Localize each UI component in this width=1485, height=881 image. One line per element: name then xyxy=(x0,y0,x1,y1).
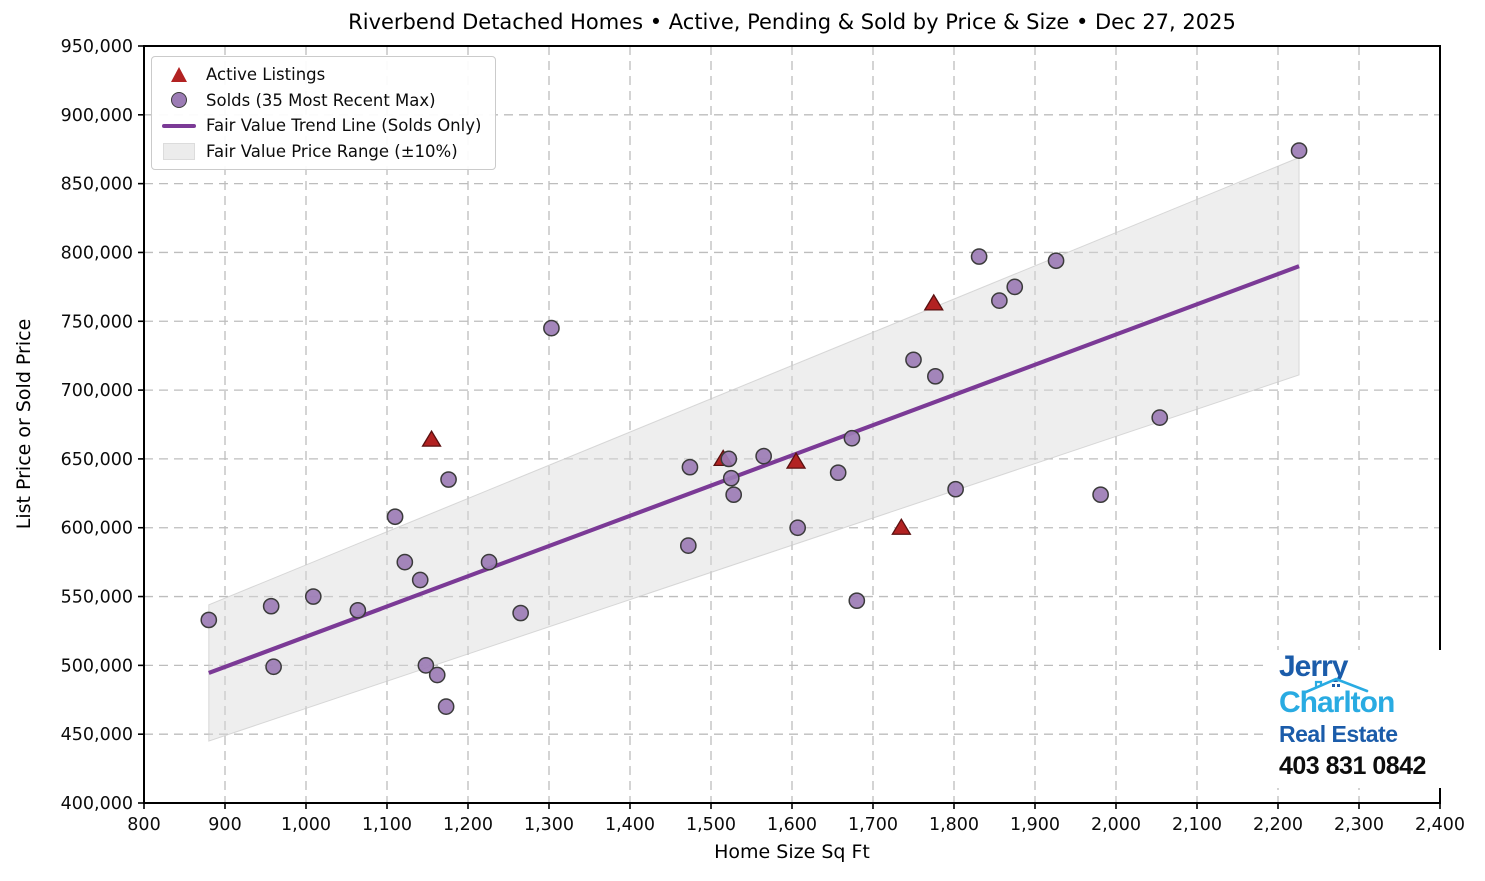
y-axis-label: List Price or Sold Price xyxy=(13,318,35,530)
house-roof-icon xyxy=(1304,677,1369,694)
trend-line-icon xyxy=(160,123,198,128)
sold-point xyxy=(265,658,282,676)
y-tick-label: 650,000 xyxy=(61,450,133,470)
sold-point xyxy=(970,248,988,265)
x-tick-label: 2,300 xyxy=(1334,815,1384,835)
sold-point xyxy=(417,657,435,674)
brand-logo: Jerry Charlton Real Estate 403 831 0842 xyxy=(1266,650,1454,788)
sold-point xyxy=(396,553,414,571)
x-tick-label: 1,300 xyxy=(524,815,574,835)
legend-label: Fair Value Trend Line (Solds Only) xyxy=(206,116,482,136)
sold-point xyxy=(679,537,697,554)
y-tick-label: 750,000 xyxy=(61,312,133,332)
sold-circle-icon xyxy=(160,92,198,109)
sold-point xyxy=(1047,252,1065,270)
logo-charlton-text: Charlton xyxy=(1279,686,1395,719)
sold-point xyxy=(437,698,455,716)
sold-point xyxy=(386,508,404,526)
x-tick-label: 1,800 xyxy=(929,815,979,835)
x-tick-label: 900 xyxy=(208,815,241,835)
sold-point xyxy=(829,464,847,482)
y-tick-label: 700,000 xyxy=(61,381,133,401)
sold-point xyxy=(947,480,964,498)
active-listing-point xyxy=(891,517,912,535)
active-listing-point xyxy=(421,429,442,447)
y-tick-label: 500,000 xyxy=(61,656,133,676)
legend-item-trend: Fair Value Trend Line (Solds Only) xyxy=(160,113,481,139)
sold-point xyxy=(512,604,530,622)
sold-point xyxy=(848,592,866,610)
sold-point xyxy=(722,469,740,487)
logo-real-estate: Real Estate xyxy=(1279,721,1398,747)
y-tick-label: 550,000 xyxy=(61,588,133,608)
legend-label: Active Listings xyxy=(206,65,326,85)
sold-point xyxy=(349,601,367,619)
x-tick-label: 800 xyxy=(127,815,160,835)
y-tick-label: 900,000 xyxy=(61,106,133,126)
sold-point xyxy=(440,471,457,488)
x-tick-label: 1,500 xyxy=(686,815,736,835)
fair-value-band xyxy=(208,156,1300,742)
y-tick-label: 950,000 xyxy=(61,37,133,57)
sold-point xyxy=(1151,409,1169,426)
sold-point xyxy=(543,319,560,337)
x-axis-label: Home Size Sq Ft xyxy=(714,841,870,863)
legend-item-band: Fair Value Price Range (±10%) xyxy=(160,139,481,165)
sold-point xyxy=(725,486,743,504)
logo-jerry: Jerry xyxy=(1279,650,1348,683)
legend-label: Solds (35 Most Recent Max) xyxy=(206,90,436,110)
active-listing-point xyxy=(785,451,807,469)
price-range-patch-icon xyxy=(160,142,198,160)
sold-point xyxy=(905,351,922,369)
x-tick-label: 1,200 xyxy=(443,815,493,835)
y-tick-label: 800,000 xyxy=(61,243,133,263)
sold-point xyxy=(789,519,807,537)
legend: Active Listings Solds (35 Most Recent Ma… xyxy=(151,56,497,170)
sold-point xyxy=(1290,142,1308,159)
x-tick-label: 1,100 xyxy=(362,815,412,835)
active-triangle-icon xyxy=(160,67,198,83)
x-tick-label: 1,600 xyxy=(767,815,817,835)
sold-point xyxy=(755,447,773,465)
x-tick-label: 2,000 xyxy=(1091,815,1141,835)
sold-point xyxy=(927,367,944,385)
sold-point xyxy=(411,571,429,589)
x-tick-label: 1,900 xyxy=(1010,815,1060,835)
active-listing-point xyxy=(923,293,944,311)
x-tick-label: 2,400 xyxy=(1415,815,1465,835)
sold-point xyxy=(262,597,280,615)
x-tick-label: 1,000 xyxy=(281,815,331,835)
sold-point xyxy=(720,450,738,468)
logo-charlton: Charlton xyxy=(1279,677,1454,719)
sold-point xyxy=(200,611,218,629)
sold-point xyxy=(304,588,322,605)
y-tick-label: 400,000 xyxy=(61,794,133,814)
sold-point xyxy=(480,553,498,571)
sold-point xyxy=(1092,486,1109,504)
legend-item-active: Active Listings xyxy=(160,62,481,88)
legend-item-solds: Solds (35 Most Recent Max) xyxy=(160,88,481,114)
trend-line xyxy=(208,264,1300,675)
legend-label: Fair Value Price Range (±10%) xyxy=(206,141,458,161)
y-tick-label: 450,000 xyxy=(61,725,133,745)
sold-point xyxy=(1006,278,1024,296)
x-tick-label: 1,700 xyxy=(848,815,898,835)
sold-point xyxy=(681,458,699,476)
y-tick-label: 850,000 xyxy=(61,175,133,195)
chart-title: Riverbend Detached Homes • Active, Pendi… xyxy=(348,10,1236,34)
sold-point xyxy=(843,429,861,447)
x-tick-label: 2,200 xyxy=(1253,815,1303,835)
logo-phone: 403 831 0842 xyxy=(1279,752,1426,780)
sold-point xyxy=(991,292,1008,309)
sold-point xyxy=(428,666,446,684)
y-tick-label: 600,000 xyxy=(61,519,133,539)
x-tick-label: 2,100 xyxy=(1172,815,1222,835)
x-tick-label: 1,400 xyxy=(605,815,655,835)
